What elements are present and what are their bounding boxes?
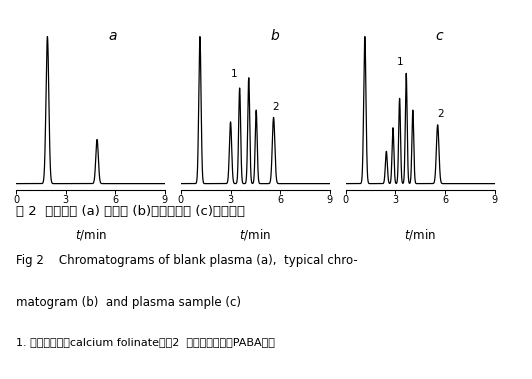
- Text: $t$/min: $t$/min: [74, 227, 106, 242]
- Text: Fig 2    Chromatograms of blank plasma (a),  typical chro-: Fig 2 Chromatograms of blank plasma (a),…: [16, 254, 358, 267]
- Text: a: a: [109, 29, 117, 43]
- Text: 1: 1: [397, 58, 404, 67]
- Text: 1: 1: [230, 69, 237, 79]
- Text: 1. 左亚叶酸馒（calcium folinate）；2  对氨基苯甲酸（PABA）。: 1. 左亚叶酸馒（calcium folinate）；2 对氨基苯甲酸（PABA…: [16, 337, 275, 347]
- Text: $t$/min: $t$/min: [239, 227, 271, 242]
- Text: c: c: [435, 29, 443, 43]
- Text: 图 2  空白血浆 (a) 对照品 (b)和血浆样品 (c)的色谱图: 图 2 空白血浆 (a) 对照品 (b)和血浆样品 (c)的色谱图: [16, 205, 245, 218]
- Text: matogram (b)  and plasma sample (c): matogram (b) and plasma sample (c): [16, 296, 241, 309]
- Text: 2: 2: [437, 109, 444, 119]
- Text: b: b: [270, 29, 279, 43]
- Text: 2: 2: [273, 102, 279, 111]
- Text: $t$/min: $t$/min: [404, 227, 436, 242]
